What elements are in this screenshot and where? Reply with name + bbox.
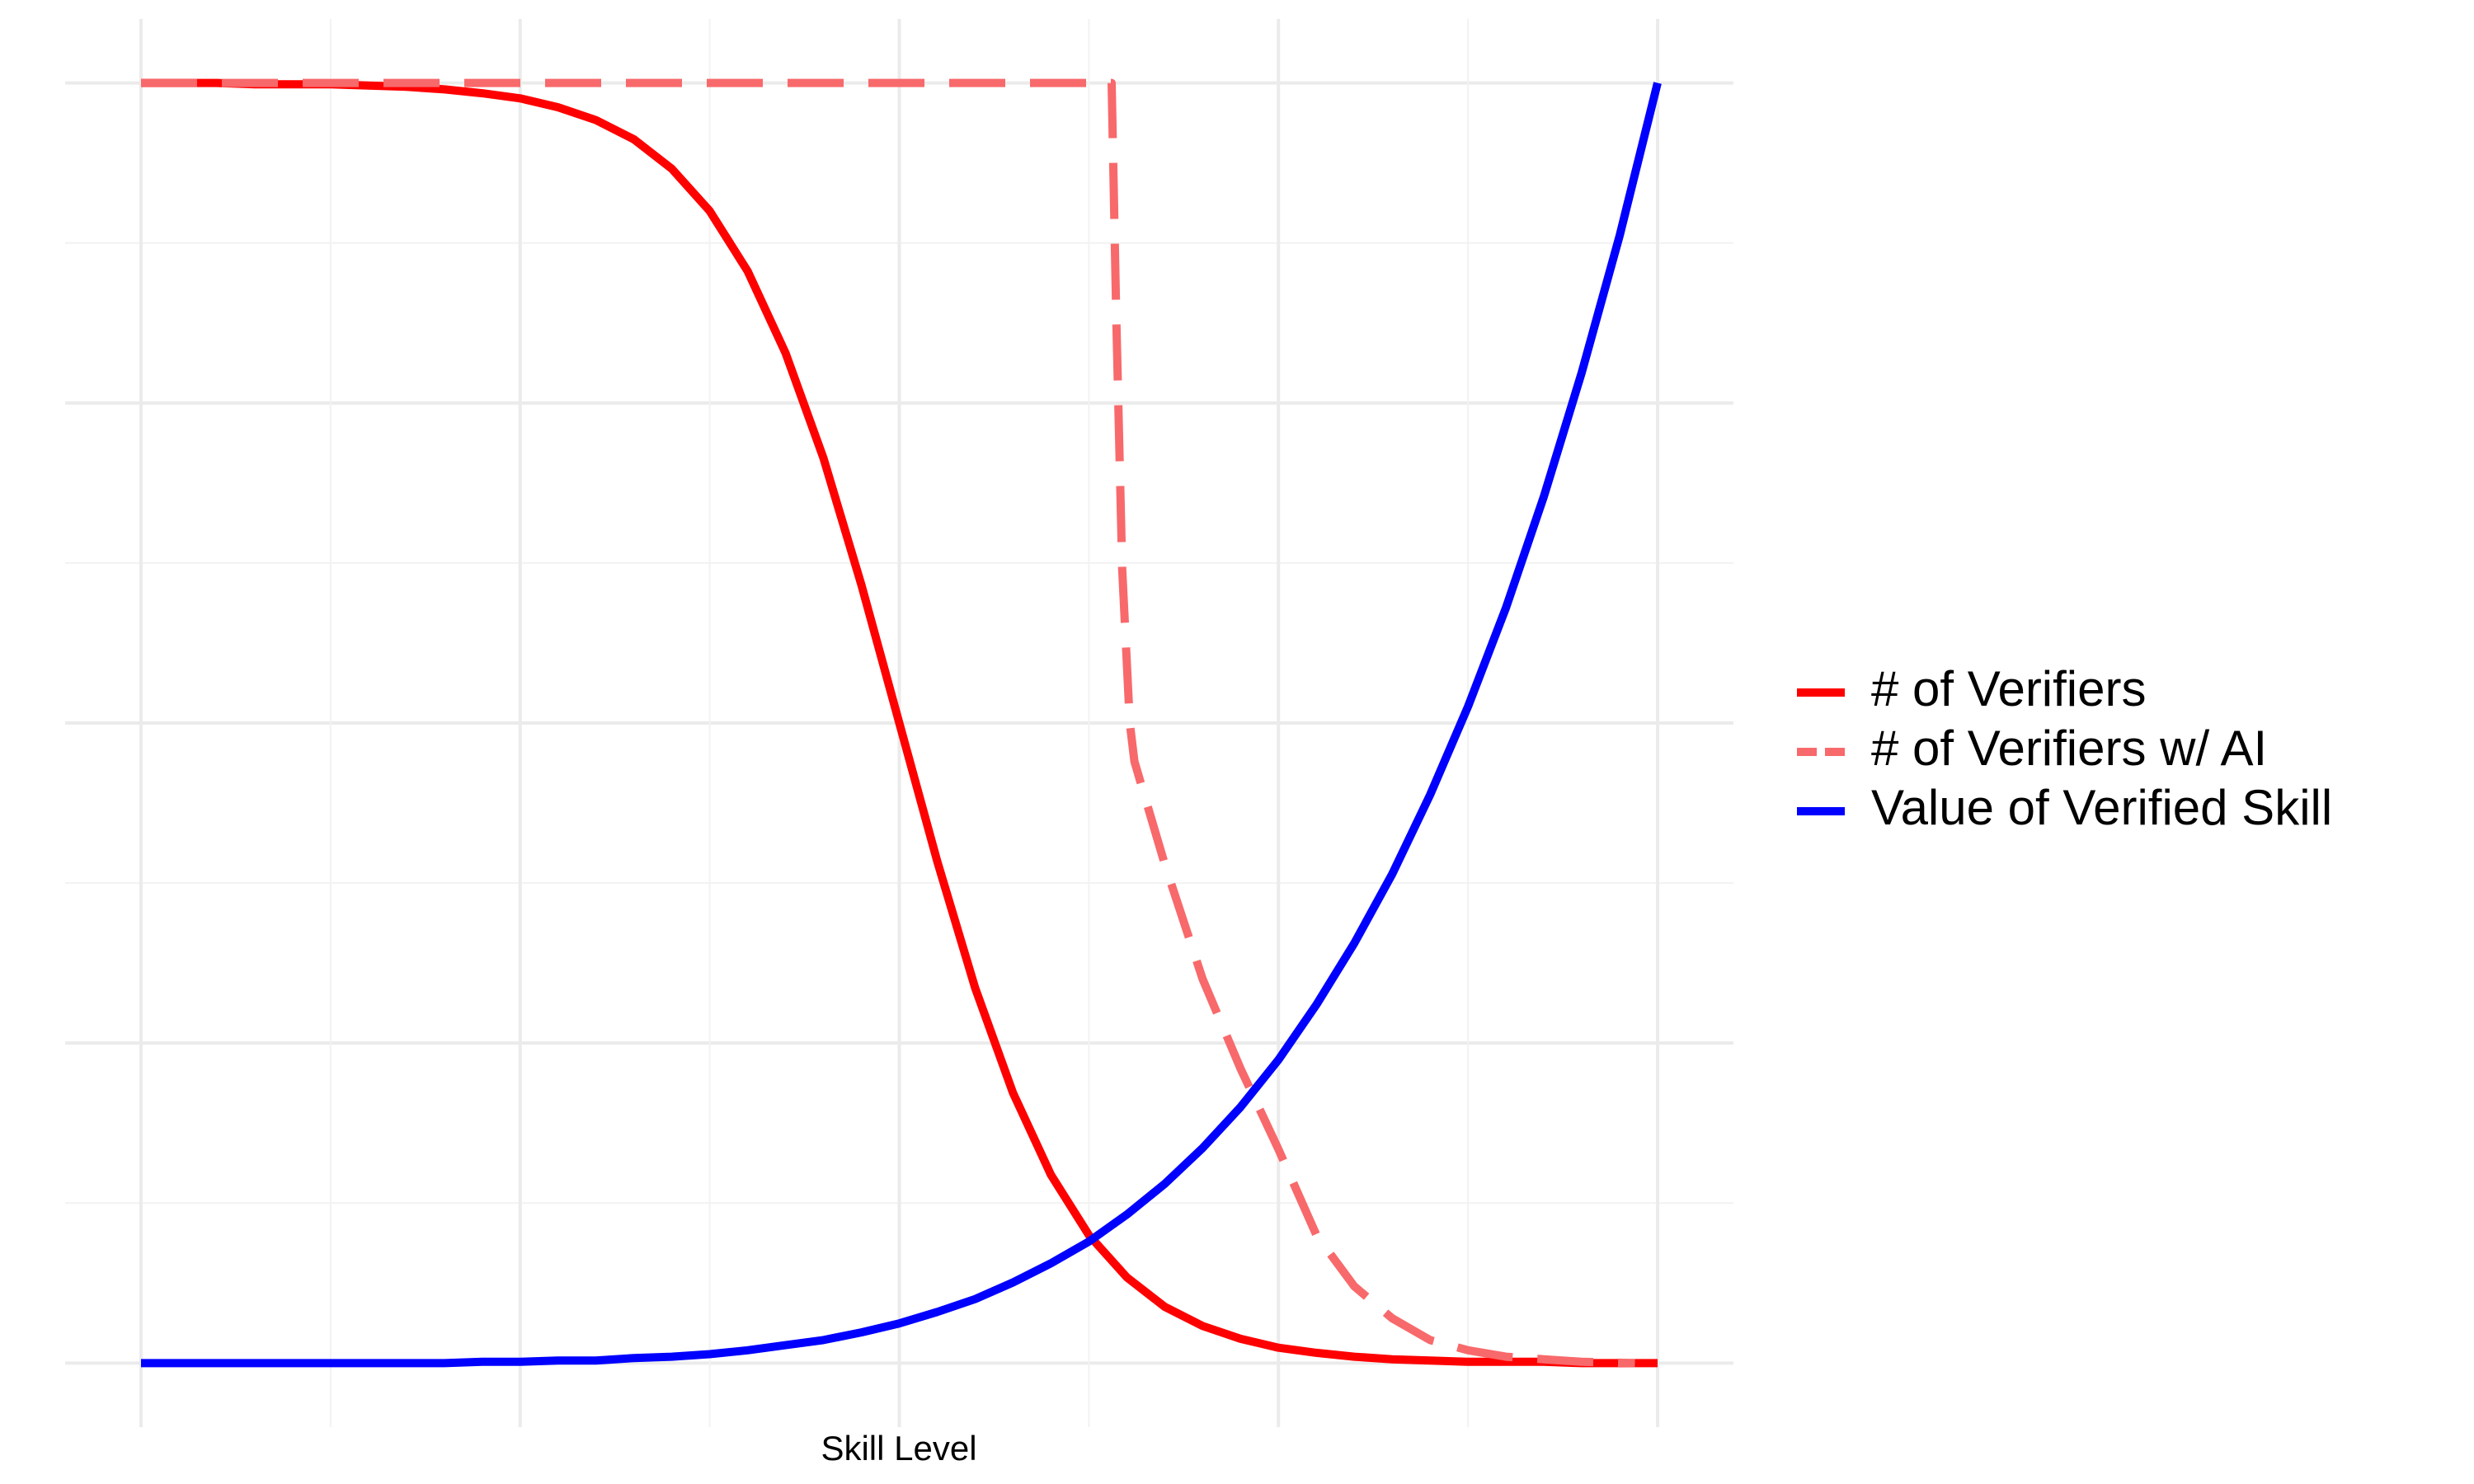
series-line [141,82,1662,1368]
series-line [141,78,1635,1368]
legend-label: # of Verifiers [1871,661,2147,716]
legend-label: Value of Verified Skill [1871,780,2332,835]
legend-label: # of Verifiers w/ AI [1871,721,2267,776]
x-axis-label: Skill Level [821,1429,976,1468]
